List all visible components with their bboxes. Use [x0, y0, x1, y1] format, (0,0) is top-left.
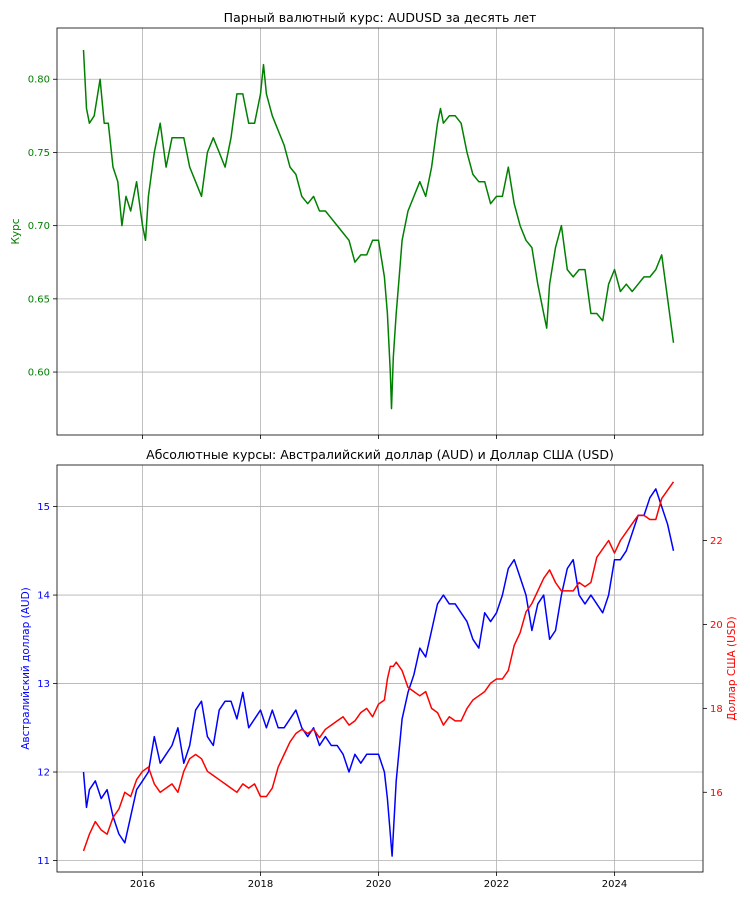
y-tick-label: 0.70: [28, 221, 50, 232]
series-line: [82, 481, 675, 852]
y-tick-label: 0.60: [28, 368, 50, 379]
x-tick-label: 2022: [484, 879, 509, 890]
y-tick-label: 13: [37, 679, 50, 690]
plot-frame: [56, 464, 704, 873]
x-tick-label: 2018: [248, 879, 273, 890]
y-axis-label: Курс: [10, 218, 22, 244]
y-tick-label: 11: [37, 856, 50, 867]
y-tick-label: 0.80: [28, 75, 50, 86]
y-tick-label: 12: [37, 768, 50, 779]
x-tick-label: 2016: [130, 879, 155, 890]
y-axis-right: 16 18 20 22: [703, 536, 723, 799]
x-tick-label: 2020: [366, 879, 391, 890]
y-axis-label-right: Доллар США (USD): [726, 616, 738, 720]
x-axis: [142, 435, 615, 439]
y-tick-label-right: 18: [710, 704, 723, 715]
chart-audusd: Парный валютный курс: AUDUSD за десять л…: [10, 10, 704, 439]
plot-frame: [56, 27, 704, 436]
y-tick-label: 0.65: [28, 294, 50, 305]
chart-title: Парный валютный курс: AUDUSD за десять л…: [224, 10, 537, 25]
series-line: [82, 49, 675, 410]
y-tick-label-right: 22: [710, 536, 723, 547]
y-axis-left: 11 12 13 14 15: [37, 502, 57, 867]
y-tick-label: 14: [37, 591, 50, 602]
series-layer: [82, 481, 675, 857]
grid: [57, 465, 703, 872]
y-tick-label-right: 16: [710, 788, 723, 799]
x-tick-label: 2024: [602, 879, 627, 890]
y-axis: 0.60 0.65 0.70 0.75 0.80: [28, 75, 57, 379]
y-tick-label-right: 20: [710, 620, 723, 631]
chart-absolute-rates: Абсолютные курсы: Австралийский доллар (…: [20, 447, 738, 890]
chart-title: Абсолютные курсы: Австралийский доллар (…: [146, 447, 614, 462]
series-line: [82, 488, 675, 857]
y-tick-label: 15: [37, 502, 50, 513]
y-tick-label: 0.75: [28, 148, 50, 159]
x-axis: 2016 2018 2020 2022 2024: [130, 872, 627, 890]
series-layer: [82, 49, 675, 410]
y-axis-label-left: Австралийский доллар (AUD): [20, 587, 32, 750]
